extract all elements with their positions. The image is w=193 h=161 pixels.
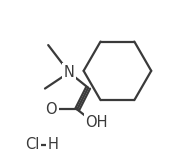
Text: Cl: Cl: [25, 137, 39, 152]
Text: O: O: [46, 102, 57, 117]
Text: N: N: [64, 65, 74, 80]
Text: OH: OH: [85, 115, 108, 130]
Text: H: H: [48, 137, 58, 152]
